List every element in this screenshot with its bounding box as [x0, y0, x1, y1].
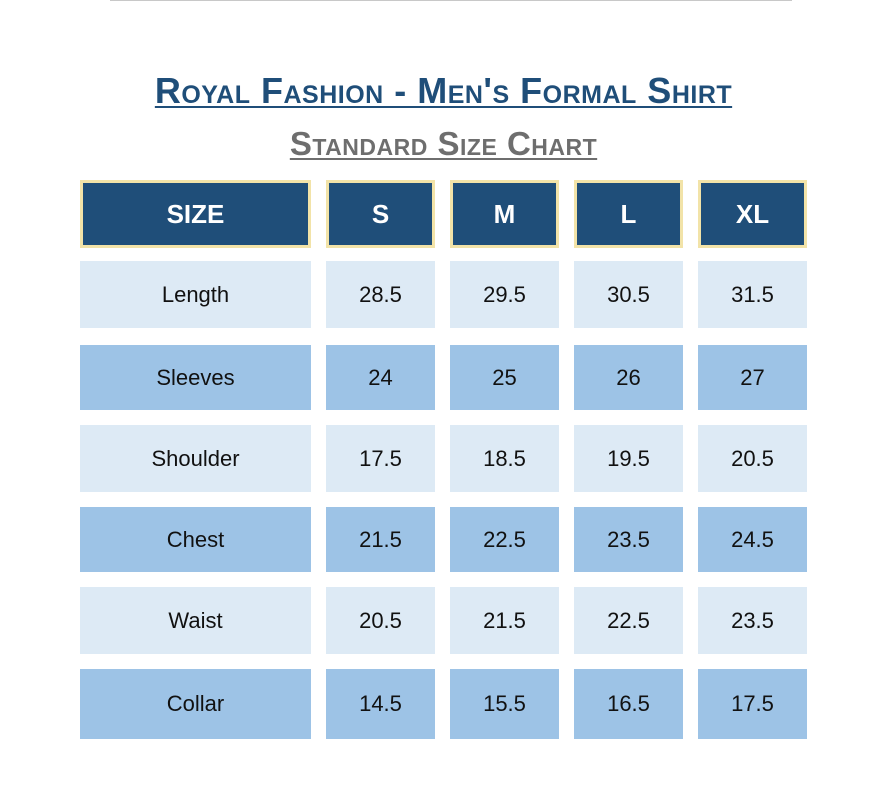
- table-cell: 28.5: [326, 261, 435, 328]
- table-cell: 14.5: [326, 669, 435, 739]
- row-label-sleeves: Sleeves: [80, 345, 311, 410]
- table-cell: 30.5: [574, 261, 683, 328]
- row-label-length: Length: [80, 261, 311, 328]
- table-cell: 21.5: [326, 507, 435, 572]
- table-cell: 17.5: [698, 669, 807, 739]
- row-label-chest: Chest: [80, 507, 311, 572]
- top-divider: [110, 0, 792, 1]
- row-label-waist: Waist: [80, 587, 311, 654]
- header-cell-size: SIZE: [80, 180, 311, 248]
- table-cell: 24.5: [698, 507, 807, 572]
- table-cell: 17.5: [326, 425, 435, 492]
- table-cell: 23.5: [698, 587, 807, 654]
- table-cell: 20.5: [698, 425, 807, 492]
- header-cell-s: S: [326, 180, 435, 248]
- header-cell-xl: XL: [698, 180, 807, 248]
- table-cell: 22.5: [450, 507, 559, 572]
- table-cell: 23.5: [574, 507, 683, 572]
- table-cell: 21.5: [450, 587, 559, 654]
- row-label-shoulder: Shoulder: [80, 425, 311, 492]
- table-cell: 31.5: [698, 261, 807, 328]
- table-cell: 29.5: [450, 261, 559, 328]
- header-cell-l: L: [574, 180, 683, 248]
- table-cell: 15.5: [450, 669, 559, 739]
- table-cell: 25: [450, 345, 559, 410]
- table-cell: 24: [326, 345, 435, 410]
- table-cell: 26: [574, 345, 683, 410]
- table-cell: 27: [698, 345, 807, 410]
- table-cell: 22.5: [574, 587, 683, 654]
- row-label-collar: Collar: [80, 669, 311, 739]
- table-cell: 20.5: [326, 587, 435, 654]
- page-subtitle: Standard Size Chart: [289, 125, 598, 162]
- header-cell-m: M: [450, 180, 559, 248]
- table-cell: 16.5: [574, 669, 683, 739]
- page-title: Royal Fashion - Men's Formal Shirt: [154, 70, 733, 111]
- table-cell: 18.5: [450, 425, 559, 492]
- table-cell: 19.5: [574, 425, 683, 492]
